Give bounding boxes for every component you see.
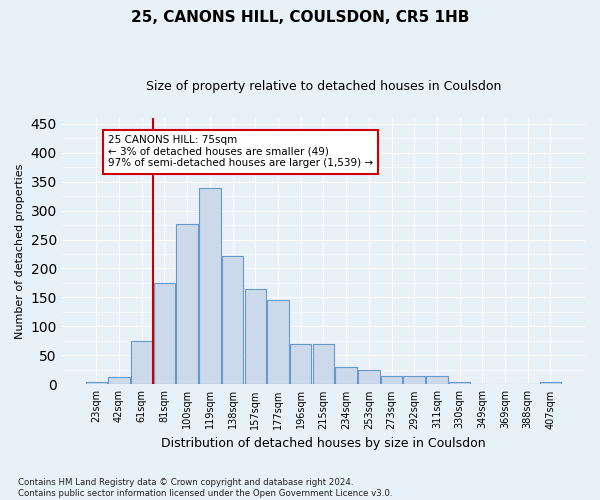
Title: Size of property relative to detached houses in Coulsdon: Size of property relative to detached ho… <box>146 80 501 93</box>
Bar <box>381 376 402 384</box>
Bar <box>358 370 380 384</box>
Bar <box>154 283 175 384</box>
Bar <box>199 188 221 384</box>
Bar <box>131 341 152 384</box>
Bar <box>539 382 561 384</box>
Text: Contains HM Land Registry data © Crown copyright and database right 2024.
Contai: Contains HM Land Registry data © Crown c… <box>18 478 392 498</box>
Bar <box>403 376 425 384</box>
Bar <box>86 382 107 384</box>
Bar <box>426 376 448 384</box>
Bar <box>290 344 311 385</box>
Bar <box>267 300 289 384</box>
Bar <box>222 256 244 384</box>
Bar <box>449 382 470 384</box>
Text: 25 CANONS HILL: 75sqm
← 3% of detached houses are smaller (49)
97% of semi-detac: 25 CANONS HILL: 75sqm ← 3% of detached h… <box>108 135 373 168</box>
Bar <box>313 344 334 385</box>
Bar <box>245 289 266 384</box>
Text: 25, CANONS HILL, COULSDON, CR5 1HB: 25, CANONS HILL, COULSDON, CR5 1HB <box>131 10 469 25</box>
Bar <box>108 378 130 384</box>
Bar <box>176 224 198 384</box>
Bar <box>335 367 357 384</box>
Y-axis label: Number of detached properties: Number of detached properties <box>15 164 25 339</box>
X-axis label: Distribution of detached houses by size in Coulsdon: Distribution of detached houses by size … <box>161 437 486 450</box>
